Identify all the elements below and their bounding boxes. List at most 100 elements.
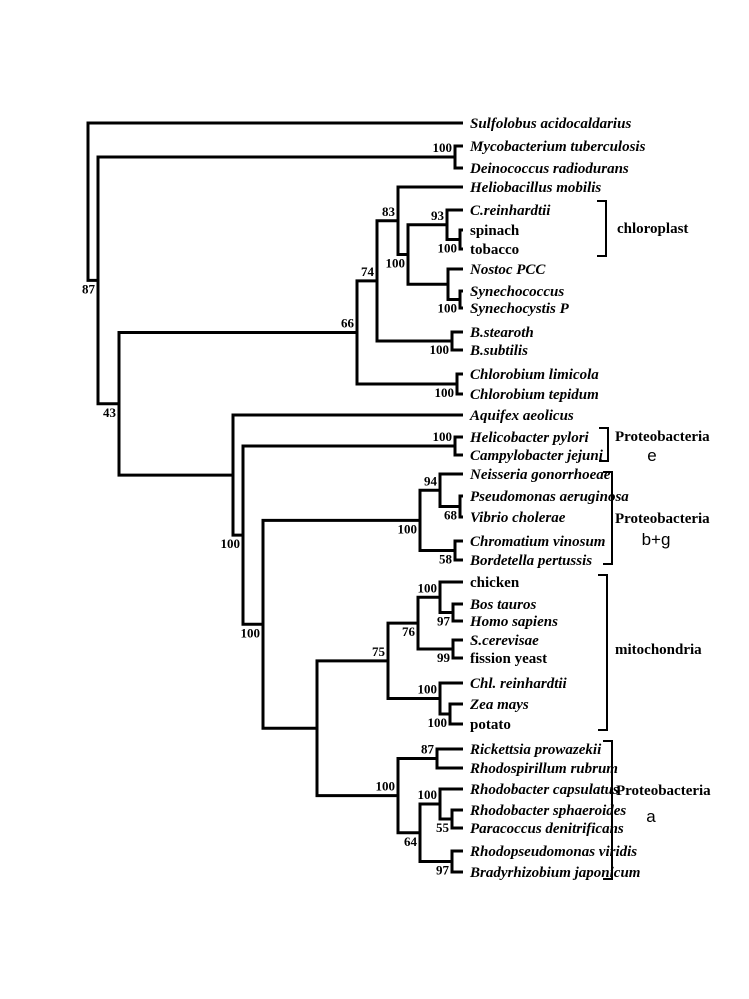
group-label-chloroplast: chloroplast [617, 221, 688, 237]
taxon-label: Neisseria gonorrhoeae [469, 467, 611, 483]
taxon-label: Paracoccus denitrificans [470, 821, 624, 837]
taxon-label: Homo sapiens [469, 614, 558, 630]
taxon-label: Rhodobacter sphaeroides [469, 803, 626, 819]
taxon-label: B.subtilis [469, 343, 528, 359]
tree-branch [96, 155, 455, 406]
tree-branch [117, 330, 357, 477]
taxon-label: Vibrio cholerae [470, 510, 566, 526]
bootstrap-value: 94 [424, 473, 438, 488]
bootstrap-value: 100 [398, 521, 418, 536]
taxon-label: Helicobacter pylori [469, 430, 590, 446]
taxon-label: potato [470, 717, 511, 733]
taxon-label: tobacco [470, 242, 519, 258]
tree-branch [453, 144, 463, 170]
taxon-label: chicken [470, 575, 520, 591]
bootstrap-value: 66 [341, 315, 355, 330]
group-bracket-proteobacteria-alpha [603, 740, 613, 880]
taxon-label: Rickettsia prowazekii [469, 742, 602, 758]
tree-branch [418, 802, 452, 863]
taxon-label: fission yeast [470, 651, 547, 667]
taxon-label: Chlorobium limicola [470, 367, 599, 383]
tree-branch [450, 330, 463, 352]
bootstrap-value: 76 [402, 624, 416, 639]
group-bracket-mitochondria [598, 574, 608, 731]
tree-branch [418, 488, 455, 552]
tree-branch [435, 747, 463, 770]
tree-branch [458, 494, 463, 519]
taxon-label: B.stearoth [469, 325, 534, 341]
taxon-label: Synechocystis P [470, 301, 570, 317]
tree-branch [451, 602, 463, 623]
taxon-label: C.reinhardtii [470, 203, 551, 219]
group-bracket-chloroplast [597, 200, 607, 257]
bootstrap-value: 75 [372, 644, 386, 659]
taxon-label: Chl. reinhardtii [470, 676, 568, 692]
bootstrap-value: 64 [404, 834, 418, 849]
bootstrap-value: 100 [221, 536, 241, 551]
bootstrap-value: 83 [382, 204, 396, 219]
tree-branch [458, 289, 463, 310]
tree-branch [438, 681, 463, 716]
taxon-label: S.cerevisae [470, 633, 539, 649]
group-label-proteobacteria-beta-gamma: Proteobacteria [615, 511, 710, 527]
bootstrap-value: 55 [436, 820, 450, 835]
tree-branch [396, 757, 437, 835]
tree-branch [450, 849, 463, 874]
group-sublabel-proteobacteria-epsilon: e [647, 446, 656, 465]
tree-branch [453, 539, 463, 562]
taxon-label: Chromatium vinosum [470, 534, 605, 550]
tree-branch [458, 228, 463, 251]
tree-branch [396, 185, 463, 256]
tree-branch [355, 279, 457, 386]
bootstrap-value: 100 [418, 682, 438, 697]
tree-branch [445, 208, 463, 241]
tree-branch [375, 219, 452, 343]
tree-branch [438, 580, 463, 614]
taxon-label: Sulfolobus acidocaldarius [470, 116, 631, 132]
group-sublabel-proteobacteria-beta-gamma: b+g [642, 530, 671, 549]
tree-branch [451, 638, 463, 660]
bootstrap-value: 100 [430, 342, 450, 357]
bootstrap-value: 99 [437, 650, 451, 665]
bootstrap-value: 100 [418, 580, 438, 595]
bootstrap-value: 100 [438, 301, 458, 316]
tree-branch [416, 595, 453, 651]
tree-branch [446, 267, 463, 301]
group-label-proteobacteria-epsilon: Proteobacteria [615, 429, 710, 445]
taxon-label: Campylobacter jejuni [470, 448, 604, 464]
taxon-label: Chlorobium tepidum [470, 387, 599, 403]
tree-branch [241, 444, 455, 626]
tree-branch [231, 413, 463, 537]
taxon-label: Rhodospirillum rubrum [469, 761, 618, 777]
bootstrap-value: 68 [444, 508, 458, 523]
bootstrap-value: 97 [437, 614, 451, 629]
tree-branch [453, 435, 463, 457]
tree-branch [455, 372, 463, 396]
tree-branch [261, 518, 420, 730]
taxon-label: spinach [470, 223, 520, 239]
taxon-label: Heliobacillus mobilis [469, 180, 601, 196]
bootstrap-value: 43 [103, 405, 117, 420]
bootstrap-value: 87 [82, 281, 96, 296]
taxon-label: Bos tauros [469, 597, 536, 613]
tree-branch [86, 121, 463, 282]
tree-branch [438, 472, 463, 508]
bootstrap-value: 100 [438, 241, 458, 256]
taxon-label: Zea mays [469, 697, 529, 713]
bootstrap-value: 74 [361, 264, 375, 279]
tree-branch [315, 659, 398, 798]
taxon-label: Deinococcus radiodurans [469, 161, 629, 177]
tree-branch [438, 787, 463, 821]
bootstrap-value: 93 [431, 208, 445, 223]
taxon-label: Mycobacterium tuberculosis [469, 139, 646, 155]
tree-branch [450, 808, 463, 830]
bootstrap-value: 100 [376, 779, 396, 794]
taxon-label: Rhodobacter capsulatus [469, 782, 619, 798]
bootstrap-value: 87 [421, 742, 435, 757]
group-label-mitochondria: mitochondria [615, 642, 702, 658]
bootstrap-value: 100 [241, 625, 261, 640]
taxon-label: Aquifex aeolicus [469, 408, 574, 424]
tree-branch [448, 702, 463, 726]
